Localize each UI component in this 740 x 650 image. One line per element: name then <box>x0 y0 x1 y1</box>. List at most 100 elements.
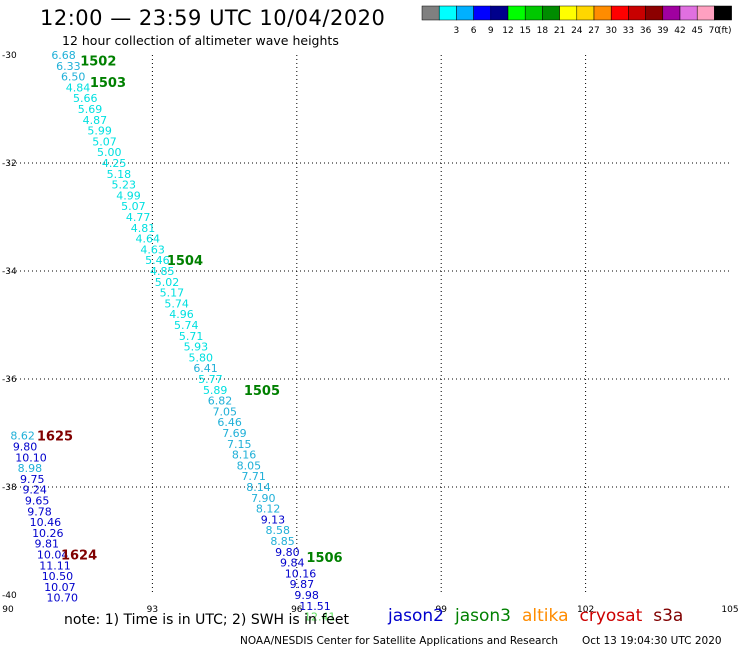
wave-height-label: 9.80 <box>13 441 37 454</box>
wave-height-label: 5.71 <box>179 330 204 343</box>
colorbar-swatch <box>714 5 732 21</box>
wave-height-label: 4.99 <box>116 189 141 202</box>
wave-height-label: 9.80 <box>275 546 300 559</box>
wave-height-label: 12.41 <box>304 611 336 624</box>
wave-height-label: 8.85 <box>270 535 295 548</box>
wave-height-label: 5.00 <box>97 146 122 159</box>
wave-height-label: 4.64 <box>136 233 161 246</box>
wave-height-label: 8.12 <box>256 503 280 516</box>
colorbar-tick-label: 18 <box>537 26 549 36</box>
credit-text: NOAA/NESDIS Center for Satellite Applica… <box>240 635 558 647</box>
wave-height-label: 7.05 <box>213 405 238 418</box>
colorbar-tick-label: 24 <box>571 26 583 36</box>
wave-height-label: 9.24 <box>22 484 47 497</box>
legend-item-s3a: s3a <box>653 606 684 626</box>
wave-height-label: 6.46 <box>217 416 242 429</box>
y-tick-label: -30 <box>2 51 17 61</box>
legend-item-altika: altika <box>522 606 569 626</box>
y-tick-label: -38 <box>2 483 17 493</box>
wave-height-label: 7.15 <box>227 438 252 451</box>
wave-height-label: 8.58 <box>266 524 291 537</box>
colorbar: 3 6 9 12 15 18 21 24 27 30 33 36 39 42 45 70(ft) <box>421 5 732 36</box>
wave-height-label: 5.07 <box>121 200 146 213</box>
wave-height-label: 6.33 <box>56 60 80 73</box>
wave-height-label: 4.25 <box>102 157 127 170</box>
pass-time-label: 1505 <box>244 384 280 399</box>
wave-height-label: 4.87 <box>83 114 108 127</box>
wave-height-label: 4.63 <box>140 243 165 256</box>
wave-height-label: 5.93 <box>184 341 209 354</box>
wave-height-label: 9.81 <box>34 538 59 551</box>
colorbar-tick-label: 33 <box>623 26 634 36</box>
legend-item-jason3: jason3 <box>455 606 511 626</box>
wave-height-label: 8.14 <box>246 481 271 494</box>
wave-height-label: 5.69 <box>78 103 103 116</box>
wave-height-label: 5.66 <box>73 92 98 105</box>
generated-timestamp: Oct 13 19:04:30 UTC 2020 <box>582 635 722 647</box>
wave-height-label: 6.68 <box>51 49 76 62</box>
wave-height-label: 5.80 <box>189 351 214 364</box>
wave-height-label: 5.17 <box>160 287 185 300</box>
wave-height-label: 7.69 <box>222 427 247 440</box>
wave-height-label: 11.51 <box>299 600 331 613</box>
wave-height-label: 8.05 <box>237 459 262 472</box>
wave-height-label: 10.10 <box>15 451 47 464</box>
wave-height-label: 5.23 <box>111 179 136 192</box>
wave-height-label: 9.87 <box>290 578 315 591</box>
x-tick-label: 90 <box>2 605 14 615</box>
x-tick-label: 99 <box>435 605 447 615</box>
colorbar-tick-label: 39 <box>657 26 669 36</box>
colorbar-tick-label: 9 <box>488 26 494 36</box>
wave-height-label: 10.16 <box>285 567 317 580</box>
wave-height-label: 8.62 <box>10 430 35 443</box>
wave-height-label: 6.50 <box>61 71 86 84</box>
wave-height-label: 5.99 <box>87 125 112 138</box>
wave-height-label: 7.71 <box>241 470 265 483</box>
wave-height-label: 11.11 <box>39 559 71 572</box>
colorbar-tick-label: 15 <box>519 26 530 36</box>
wave-height-label: 7.90 <box>251 492 276 505</box>
wave-height-label: 5.77 <box>198 373 223 386</box>
colorbar-tick-label: 3 <box>454 26 460 36</box>
wave-height-label: 10.07 <box>44 581 76 594</box>
colorbar-tick-label: 12 <box>502 26 513 36</box>
wave-height-label: 4.85 <box>150 265 175 278</box>
wave-height-label: 9.65 <box>25 495 49 508</box>
wave-height-label: 4.81 <box>131 222 156 235</box>
wave-height-label: 8.98 <box>18 462 43 475</box>
colorbar-tick-label: 36 <box>640 26 652 36</box>
wave-height-label: 9.78 <box>27 505 52 518</box>
wave-height-label: 5.46 <box>145 254 170 267</box>
colorbar-tick-label: 27 <box>588 26 599 36</box>
legend-item-jason2: jason2 <box>388 606 444 626</box>
pass-time-label: 1625 <box>37 430 73 445</box>
wave-height-label: 4.77 <box>126 211 151 224</box>
chart-title: 12:00 — 23:59 UTC 10/04/2020 <box>40 6 386 30</box>
x-tick-label: 102 <box>577 605 594 615</box>
wave-height-label: 10.70 <box>47 592 79 605</box>
x-tick-label: 93 <box>147 605 158 615</box>
wave-height-label: 4.84 <box>66 81 91 94</box>
wave-height-label: 10.50 <box>42 570 73 583</box>
chart-subtitle: 12 hour collection of altimeter wave hei… <box>62 33 339 48</box>
y-tick-label: -32 <box>2 159 17 169</box>
wave-height-label: 10.46 <box>30 516 62 529</box>
colorbar-tick-label: 30 <box>605 26 617 36</box>
x-tick-label: 105 <box>721 605 738 615</box>
wave-height-label: 5.89 <box>203 384 228 397</box>
wave-height-label: 5.74 <box>174 319 199 332</box>
colorbar-tick-label: 45 <box>691 26 702 36</box>
wave-height-label: 6.82 <box>208 395 233 408</box>
wave-height-label: 5.02 <box>155 276 180 289</box>
wave-height-label: 5.18 <box>107 168 132 181</box>
x-tick-label: 96 <box>291 605 303 615</box>
satellite-legend: jason2 jason3 altika cryosat s3a <box>388 606 694 626</box>
wave-height-label: 9.75 <box>20 473 45 486</box>
wave-height-label: 4.96 <box>169 308 194 321</box>
wave-height-label: 5.07 <box>92 135 117 148</box>
wave-height-label: 10.04 <box>37 549 69 562</box>
wave-height-label: 8.16 <box>232 449 257 462</box>
pass-time-label: 1503 <box>90 76 126 91</box>
pass-time-label: 1502 <box>80 54 116 69</box>
